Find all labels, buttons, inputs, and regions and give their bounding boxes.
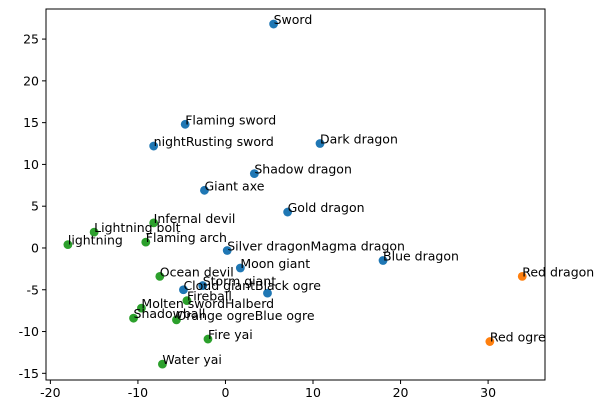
point-label: Shadow dragon	[254, 162, 352, 177]
point-label: Molten swordHalberd	[141, 296, 274, 311]
y-tick-label: 20	[23, 73, 39, 88]
data-point	[172, 315, 181, 325]
data-point	[141, 237, 151, 247]
data-point	[249, 169, 259, 179]
data-point	[137, 303, 146, 313]
data-point	[283, 207, 293, 217]
data-point	[517, 271, 527, 281]
point-label: Shadowball	[134, 306, 206, 321]
points-layer	[63, 19, 527, 369]
point-label: Storm giant	[203, 274, 277, 289]
x-tick-label: -20	[40, 385, 60, 400]
plot-frame	[45, 8, 546, 381]
data-point	[222, 246, 232, 255]
data-point	[378, 256, 388, 265]
point-label: Cloud giantBlack ogre	[183, 278, 321, 293]
point-label: nightRusting sword	[154, 134, 274, 149]
y-tick-label: 10	[23, 157, 39, 172]
point-label: Fireball	[187, 289, 232, 304]
point-label: Red ogre	[490, 330, 546, 345]
point-label: Dark dragon	[320, 132, 398, 147]
data-point	[263, 288, 272, 298]
data-point	[149, 141, 159, 151]
point-label: Flaming arch	[146, 230, 227, 245]
x-tick-label: -10	[128, 385, 148, 400]
data-point	[198, 281, 208, 290]
axes-layer: -20 -10 0 10 20 30 -15 -10 -5 0 5 10 15 20 25	[19, 8, 546, 400]
y-tick-label: -5	[27, 282, 39, 297]
data-point	[63, 240, 73, 250]
labels-layer: Sword Flaming sword nightRusting sword Dark…	[68, 12, 594, 367]
data-point	[179, 285, 188, 295]
x-tick-label: 30	[480, 385, 496, 400]
x-tick-label: 10	[305, 385, 321, 400]
data-point	[155, 271, 165, 281]
point-label: Water yai	[162, 352, 221, 367]
point-label: Fire yai	[208, 327, 253, 342]
data-point	[149, 218, 159, 228]
point-label: Sword	[274, 12, 313, 27]
data-point	[203, 334, 213, 344]
y-tick-label: 5	[31, 199, 39, 214]
data-point	[129, 313, 138, 323]
x-tick-label: 0	[221, 385, 229, 400]
point-label: Ocean devil	[160, 264, 234, 279]
point-label: lightning	[68, 233, 123, 248]
x-tick-label: 20	[393, 385, 409, 400]
data-point	[89, 227, 99, 237]
point-label: Infernal devil	[154, 211, 236, 226]
data-point	[235, 263, 245, 273]
data-point	[182, 296, 192, 306]
point-label: Gold dragon	[288, 200, 365, 215]
y-tick-label: -10	[19, 324, 39, 339]
data-point	[200, 185, 209, 195]
point-label: Lightning bolt	[94, 220, 180, 235]
data-point	[180, 119, 190, 129]
point-label: Red dragon	[522, 264, 594, 279]
data-point	[269, 19, 279, 29]
point-label: Moon giant	[240, 256, 310, 271]
point-label: Giant axe	[204, 178, 264, 193]
y-tick-label: 15	[23, 115, 39, 130]
point-label: Silver dragonMagma dragon	[227, 238, 405, 253]
y-tick-label: 0	[31, 240, 39, 255]
point-label: Flaming sword	[185, 112, 276, 127]
data-point	[485, 337, 495, 346]
point-label: Blue dragon	[383, 249, 459, 264]
y-tick-label: 25	[23, 32, 39, 47]
point-label: Orange ogreBlue ogre	[176, 308, 314, 323]
data-point	[158, 359, 167, 369]
data-point	[315, 139, 325, 148]
y-tick-label: -15	[19, 366, 39, 381]
